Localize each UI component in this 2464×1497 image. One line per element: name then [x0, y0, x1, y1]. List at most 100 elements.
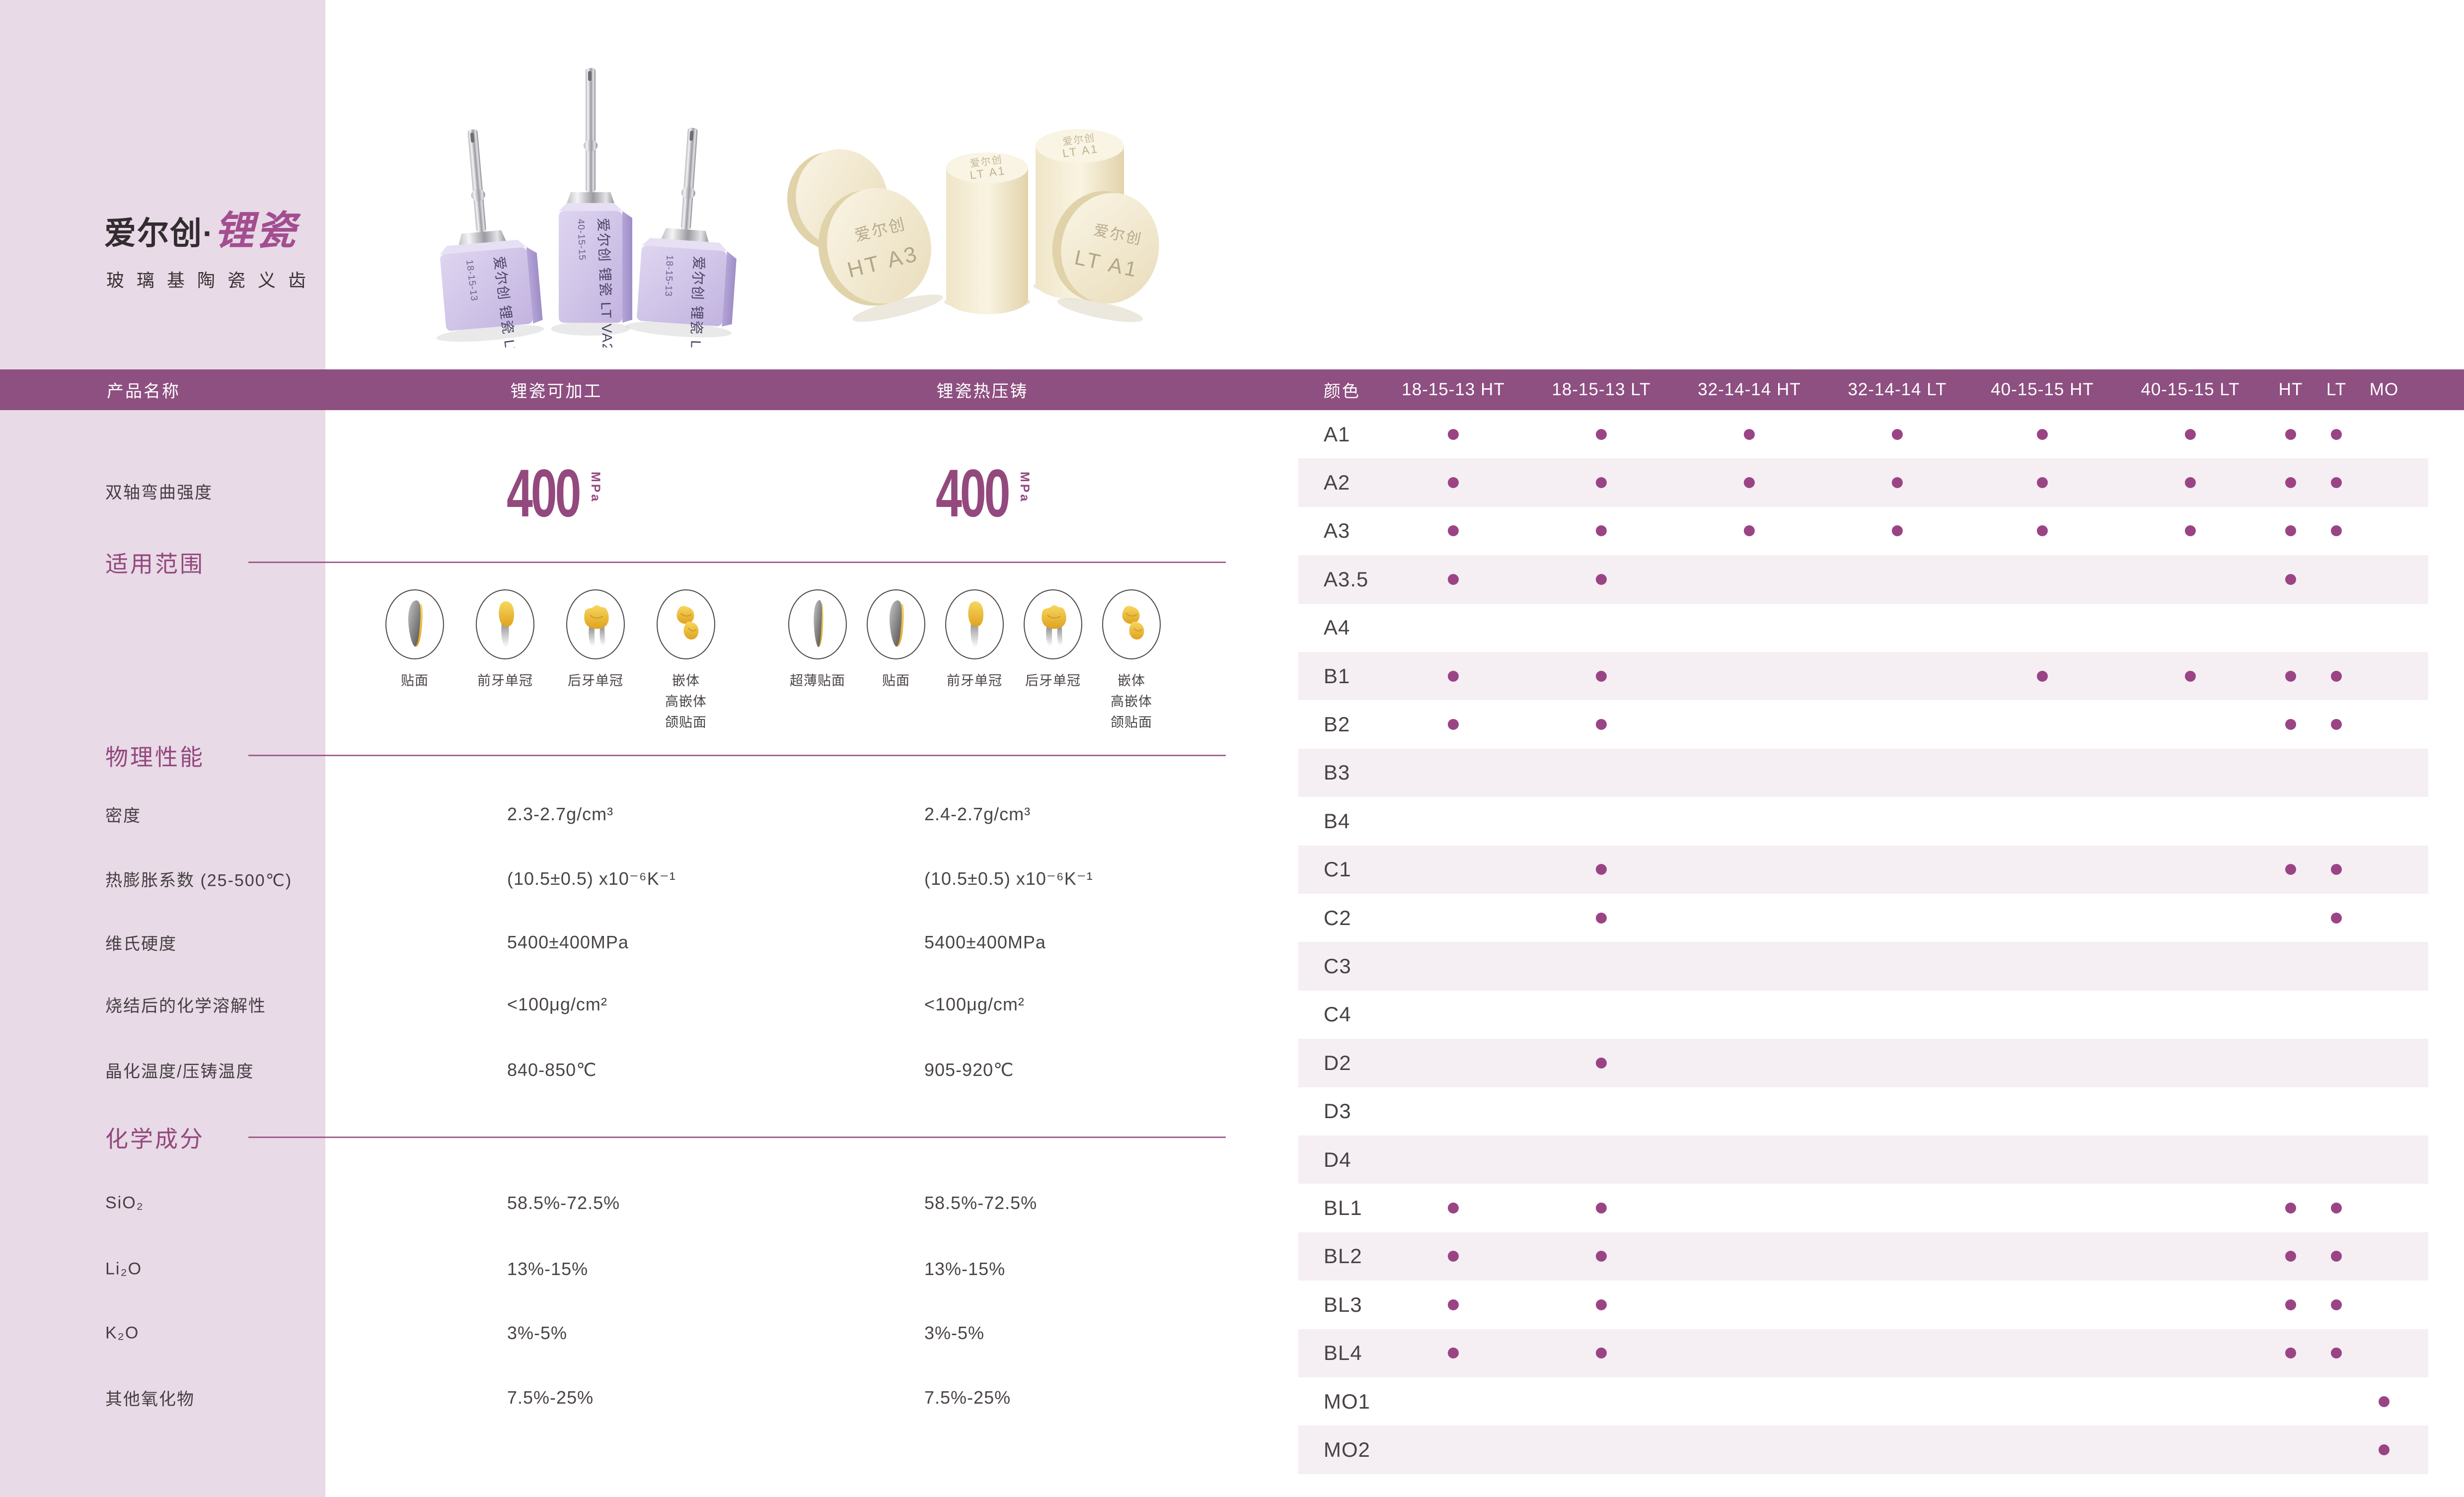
row-shade-band	[1298, 652, 2428, 701]
row-label-flexural-strength: 双轴弯曲强度	[105, 483, 213, 502]
header-color-col-lt: LT	[2326, 380, 2347, 399]
chemical-value-machinable: 58.5%-72.5%	[507, 1193, 620, 1213]
availability-dot-A1-lt	[2331, 428, 2342, 440]
availability-dot-B1-40-15-15-ht	[2037, 670, 2048, 682]
shade-label: BL1	[1324, 1196, 1362, 1220]
section-title-physical: 物理性能	[105, 744, 205, 770]
posterior-crown-icon	[1024, 589, 1082, 659]
ultra-thin-veneer-icon	[788, 589, 847, 659]
svg-text:40-15-15: 40-15-15	[575, 218, 587, 261]
shade-label: BL3	[1324, 1292, 1362, 1316]
svg-text:爱尔创: 爱尔创	[1092, 222, 1144, 248]
color-row-B1: B1	[0, 652, 2464, 701]
availability-dot-MO2-mo	[2379, 1444, 2389, 1456]
availability-dot-D2-18-15-13-lt	[1596, 1057, 1607, 1069]
header-color-label: 颜色	[1324, 382, 1360, 401]
availability-dot-C2-18-15-13-lt	[1596, 912, 1607, 924]
veneer-icon	[867, 589, 925, 659]
availability-dot-BL1-lt	[2331, 1203, 2342, 1214]
availability-dot-B1-40-15-15-lt	[2185, 670, 2196, 682]
color-row-A3.5: A3.5	[0, 555, 2464, 604]
physical-row-label: 烧结后的化学溶解性	[105, 997, 266, 1016]
availability-dot-A2-40-15-15-lt	[2185, 477, 2196, 489]
availability-dot-A1-18-15-13-ht	[1448, 428, 1459, 440]
row-shade-band	[1298, 1232, 2428, 1281]
chemical-value-pressable: 3%-5%	[924, 1323, 985, 1343]
availability-dot-C2-lt	[2331, 912, 2342, 924]
row-shade-band	[1298, 1136, 2428, 1184]
availability-dot-A3.5-18-15-13-ht	[1448, 573, 1459, 585]
availability-dot-B2-lt	[2331, 719, 2342, 730]
application-item-label: 后牙单冠	[568, 673, 623, 688]
svg-text:爱尔创 锂瓷 LT VA3: 爱尔创 锂瓷 LT VA3	[491, 255, 523, 348]
availability-dot-MO1-mo	[2379, 1396, 2389, 1407]
header-color-col-40-15-15-lt: 40-15-15 LT	[2141, 380, 2240, 399]
availability-dot-BL4-18-15-13-lt	[1596, 1348, 1607, 1359]
availability-dot-A1-32-14-14-ht	[1744, 428, 1755, 440]
color-row-B2: B2	[0, 700, 2464, 748]
color-row-A4: A4	[0, 604, 2464, 652]
header-color-col-18-15-13-lt: 18-15-13 LT	[1552, 380, 1651, 399]
application-item-label: 嵌体 高嵌体 颌贴面	[1111, 673, 1152, 730]
availability-dot-A1-32-14-14-lt	[1892, 428, 1903, 440]
availability-dot-A3-40-15-15-ht	[2037, 525, 2048, 537]
shade-label: A3	[1324, 519, 1350, 543]
application-item-posterior-crown: 后牙单冠	[551, 589, 640, 691]
chemical-value-pressable: 7.5%-25%	[924, 1387, 1011, 1408]
application-item-label: 前牙单冠	[947, 673, 1002, 688]
availability-dot-B2-ht	[2285, 719, 2296, 730]
availability-dot-BL4-ht	[2285, 1348, 2296, 1359]
physical-row-label: 热膨胀系数 (25-500℃)	[105, 871, 293, 890]
availability-dot-A2-18-15-13-lt	[1596, 477, 1607, 489]
strength-unit-pressable: MPa	[1018, 472, 1032, 503]
color-row-MO1: MO1	[0, 1377, 2464, 1426]
availability-dot-A3-40-15-15-lt	[2185, 525, 2196, 537]
shade-label: D2	[1324, 1051, 1351, 1074]
section-line-physical	[248, 755, 1226, 756]
availability-dot-A1-40-15-15-ht	[2037, 428, 2048, 440]
header-color-col-18-15-13-ht: 18-15-13 HT	[1402, 380, 1505, 399]
section-title-application: 适用范围	[105, 551, 205, 577]
color-row-BL2: BL2	[0, 1232, 2464, 1281]
shade-label: A1	[1324, 422, 1350, 446]
posterior-crown-icon	[566, 589, 625, 659]
svg-text:爱尔创: 爱尔创	[853, 214, 908, 244]
availability-dot-C1-18-15-13-lt	[1596, 864, 1607, 875]
availability-dot-BL1-18-15-13-lt	[1596, 1203, 1607, 1214]
availability-dot-B1-lt	[2331, 670, 2342, 682]
application-item-posterior-crown: 后牙单冠	[1008, 589, 1098, 691]
section-line-application	[248, 562, 1226, 563]
shade-label: D3	[1324, 1099, 1351, 1123]
svg-text:爱尔创: 爱尔创	[969, 154, 1003, 170]
shade-label: MO2	[1324, 1438, 1371, 1462]
header-col-machinable: 锂瓷可加工	[510, 382, 602, 401]
table-header-bar: 产品名称 锂瓷可加工 锂瓷热压铸 颜色 18-15-13 HT 18-15-13 …	[0, 369, 2464, 410]
row-shade-band	[1298, 942, 2428, 991]
chemical-value-machinable: 3%-5%	[507, 1323, 568, 1343]
header-col-pressable: 锂瓷热压铸	[936, 382, 1029, 401]
chemical-value-machinable: 13%-15%	[507, 1259, 589, 1279]
availability-dot-A2-32-14-14-ht	[1744, 477, 1755, 489]
chemical-value-machinable: 7.5%-25%	[507, 1387, 594, 1408]
application-item-ultra-thin-veneer: 超薄贴面	[773, 589, 862, 691]
sidebar	[0, 0, 325, 1497]
physical-value-pressable: <100μg/cm²	[924, 994, 1025, 1014]
shade-label: D4	[1324, 1147, 1351, 1171]
chemical-value-pressable: 58.5%-72.5%	[924, 1193, 1038, 1213]
availability-dot-A2-ht	[2285, 477, 2296, 489]
availability-dot-BL3-lt	[2331, 1299, 2342, 1310]
section-line-chemical	[248, 1137, 1226, 1138]
header-product-name: 产品名称	[107, 382, 180, 401]
color-row-C3: C3	[0, 942, 2464, 991]
color-row-D3: D3	[0, 1087, 2464, 1136]
application-item-label: 超薄贴面	[790, 673, 845, 688]
svg-text:LT A1: LT A1	[969, 164, 1007, 182]
svg-text:LT A1: LT A1	[1073, 245, 1141, 282]
application-item-anterior-crown: 前牙单冠	[930, 589, 1019, 691]
color-row-C2: C2	[0, 894, 2464, 942]
application-item-anterior-crown: 前牙单冠	[460, 589, 550, 691]
color-row-D2: D2	[0, 1039, 2464, 1087]
availability-dot-B1-18-15-13-ht	[1448, 670, 1459, 682]
brand-logo: 爱尔创·锂瓷	[104, 199, 298, 256]
color-row-B4: B4	[0, 797, 2464, 845]
